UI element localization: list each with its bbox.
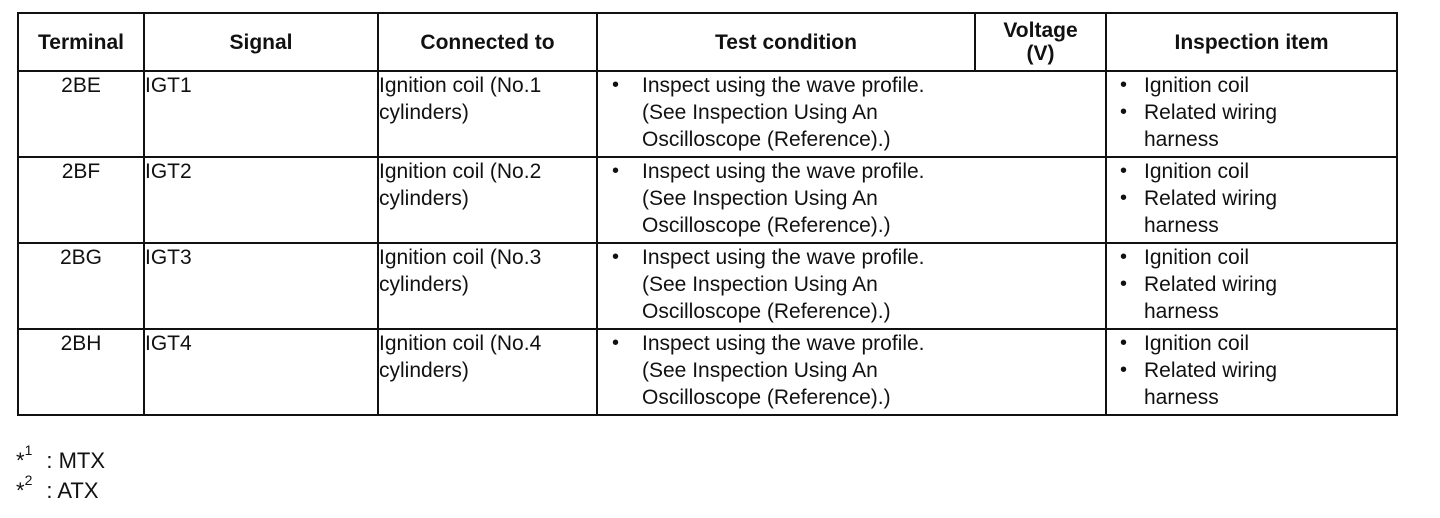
cell-signal: IGT4: [143, 328, 379, 416]
table-row: 2BG IGT3 Ignition coil (No.3 cylinders) …: [17, 242, 1398, 330]
connected-to-line: Ignition coil (No.1: [379, 74, 542, 97]
connected-to-line: Ignition coil (No.3: [379, 246, 542, 269]
test-condition-line: (See Inspection Using An: [642, 359, 878, 382]
test-condition-line: Inspect using the wave profile.: [642, 332, 925, 355]
header-voltage: Voltage (V): [974, 12, 1107, 72]
table-row: 2BF IGT2 Ignition coil (No.2 cylinders) …: [17, 156, 1398, 244]
list-item: Inspect using the wave profile. (See Ins…: [598, 72, 1105, 153]
list-item: Related wiring harness: [1107, 185, 1396, 239]
cell-inspection-item: Ignition coil Related wiring harness: [1105, 70, 1398, 158]
inspection-item-line: Related wiring: [1144, 273, 1278, 296]
connected-to-line: cylinders): [379, 273, 469, 296]
header-connected-to: Connected to: [377, 12, 598, 72]
test-condition-line: Oscilloscope (Reference).): [642, 386, 891, 409]
test-condition-line: Inspect using the wave profile.: [642, 246, 925, 269]
terminal-spec-table: Terminal Signal Connected to Test condit…: [17, 12, 1398, 416]
cell-signal: IGT2: [143, 156, 379, 244]
footnote-number: 2: [24, 472, 33, 488]
test-condition-line: (See Inspection Using An: [642, 273, 878, 296]
inspection-item-line: harness: [1144, 214, 1219, 237]
inspection-item-line: Related wiring: [1144, 359, 1278, 382]
list-item: Inspect using the wave profile. (See Ins…: [598, 330, 1105, 411]
cell-terminal: 2BH: [17, 328, 145, 416]
connected-to-line: cylinders): [379, 359, 469, 382]
footnote-marker: *: [16, 478, 25, 503]
cell-connected-to: Ignition coil (No.2 cylinders): [377, 156, 598, 244]
header-signal: Signal: [143, 12, 379, 72]
cell-connected-to: Ignition coil (No.3 cylinders): [377, 242, 598, 330]
cell-test-condition: Inspect using the wave profile. (See Ins…: [596, 156, 1107, 244]
cell-test-condition: Inspect using the wave profile. (See Ins…: [596, 328, 1107, 416]
cell-test-condition: Inspect using the wave profile. (See Ins…: [596, 242, 1107, 330]
inspection-item-line: harness: [1144, 386, 1219, 409]
cell-connected-to: Ignition coil (No.4 cylinders): [377, 328, 598, 416]
cell-terminal: 2BE: [17, 70, 145, 158]
header-test-condition: Test condition: [596, 12, 976, 72]
footnote-marker: *: [16, 448, 25, 473]
test-condition-line: Oscilloscope (Reference).): [642, 214, 891, 237]
inspection-item-line: harness: [1144, 300, 1219, 323]
list-item: Inspect using the wave profile. (See Ins…: [598, 244, 1105, 325]
header-voltage-unit: (V): [1026, 42, 1055, 65]
inspection-item-line: Related wiring: [1144, 187, 1278, 210]
list-item: Ignition coil: [1107, 72, 1396, 99]
inspection-item-line: Related wiring: [1144, 101, 1278, 124]
test-condition-line: Oscilloscope (Reference).): [642, 300, 891, 323]
connected-to-line: Ignition coil (No.4: [379, 332, 542, 355]
list-item: Ignition coil: [1107, 158, 1396, 185]
cell-inspection-item: Ignition coil Related wiring harness: [1105, 328, 1398, 416]
cell-inspection-item: Ignition coil Related wiring harness: [1105, 242, 1398, 330]
footnote-text: : ATX: [46, 478, 99, 503]
list-item: Related wiring harness: [1107, 99, 1396, 153]
table-header-row: Terminal Signal Connected to Test condit…: [17, 12, 1398, 72]
cell-inspection-item: Ignition coil Related wiring harness: [1105, 156, 1398, 244]
connected-to-line: cylinders): [379, 187, 469, 210]
test-condition-line: (See Inspection Using An: [642, 101, 878, 124]
inspection-item-line: harness: [1144, 128, 1219, 151]
cell-connected-to: Ignition coil (No.1 cylinders): [377, 70, 598, 158]
cell-signal: IGT1: [143, 70, 379, 158]
connected-to-line: Ignition coil (No.2: [379, 160, 542, 183]
footnote-text: : MTX: [46, 448, 106, 473]
cell-test-condition: Inspect using the wave profile. (See Ins…: [596, 70, 1107, 158]
header-inspection-item: Inspection item: [1105, 12, 1398, 72]
header-voltage-label: Voltage: [1003, 19, 1078, 42]
list-item: Related wiring harness: [1107, 271, 1396, 325]
cell-signal: IGT3: [143, 242, 379, 330]
test-condition-line: Oscilloscope (Reference).): [642, 128, 891, 151]
list-item: Inspect using the wave profile. (See Ins…: [598, 158, 1105, 239]
table-row: 2BH IGT4 Ignition coil (No.4 cylinders) …: [17, 328, 1398, 416]
cell-terminal: 2BG: [17, 242, 145, 330]
list-item: Related wiring harness: [1107, 357, 1396, 411]
cell-terminal: 2BF: [17, 156, 145, 244]
list-item: Ignition coil: [1107, 330, 1396, 357]
test-condition-line: Inspect using the wave profile.: [642, 74, 925, 97]
test-condition-line: (See Inspection Using An: [642, 187, 878, 210]
test-condition-line: Inspect using the wave profile.: [642, 160, 925, 183]
footnote-atx: *2 : ATX: [16, 472, 99, 504]
footnote-mtx: *1 : MTX: [16, 442, 106, 474]
header-terminal: Terminal: [17, 12, 145, 72]
footnote-number: 1: [24, 442, 33, 458]
connected-to-line: cylinders): [379, 101, 469, 124]
table-row: 2BE IGT1 Ignition coil (No.1 cylinders) …: [17, 70, 1398, 158]
list-item: Ignition coil: [1107, 244, 1396, 271]
